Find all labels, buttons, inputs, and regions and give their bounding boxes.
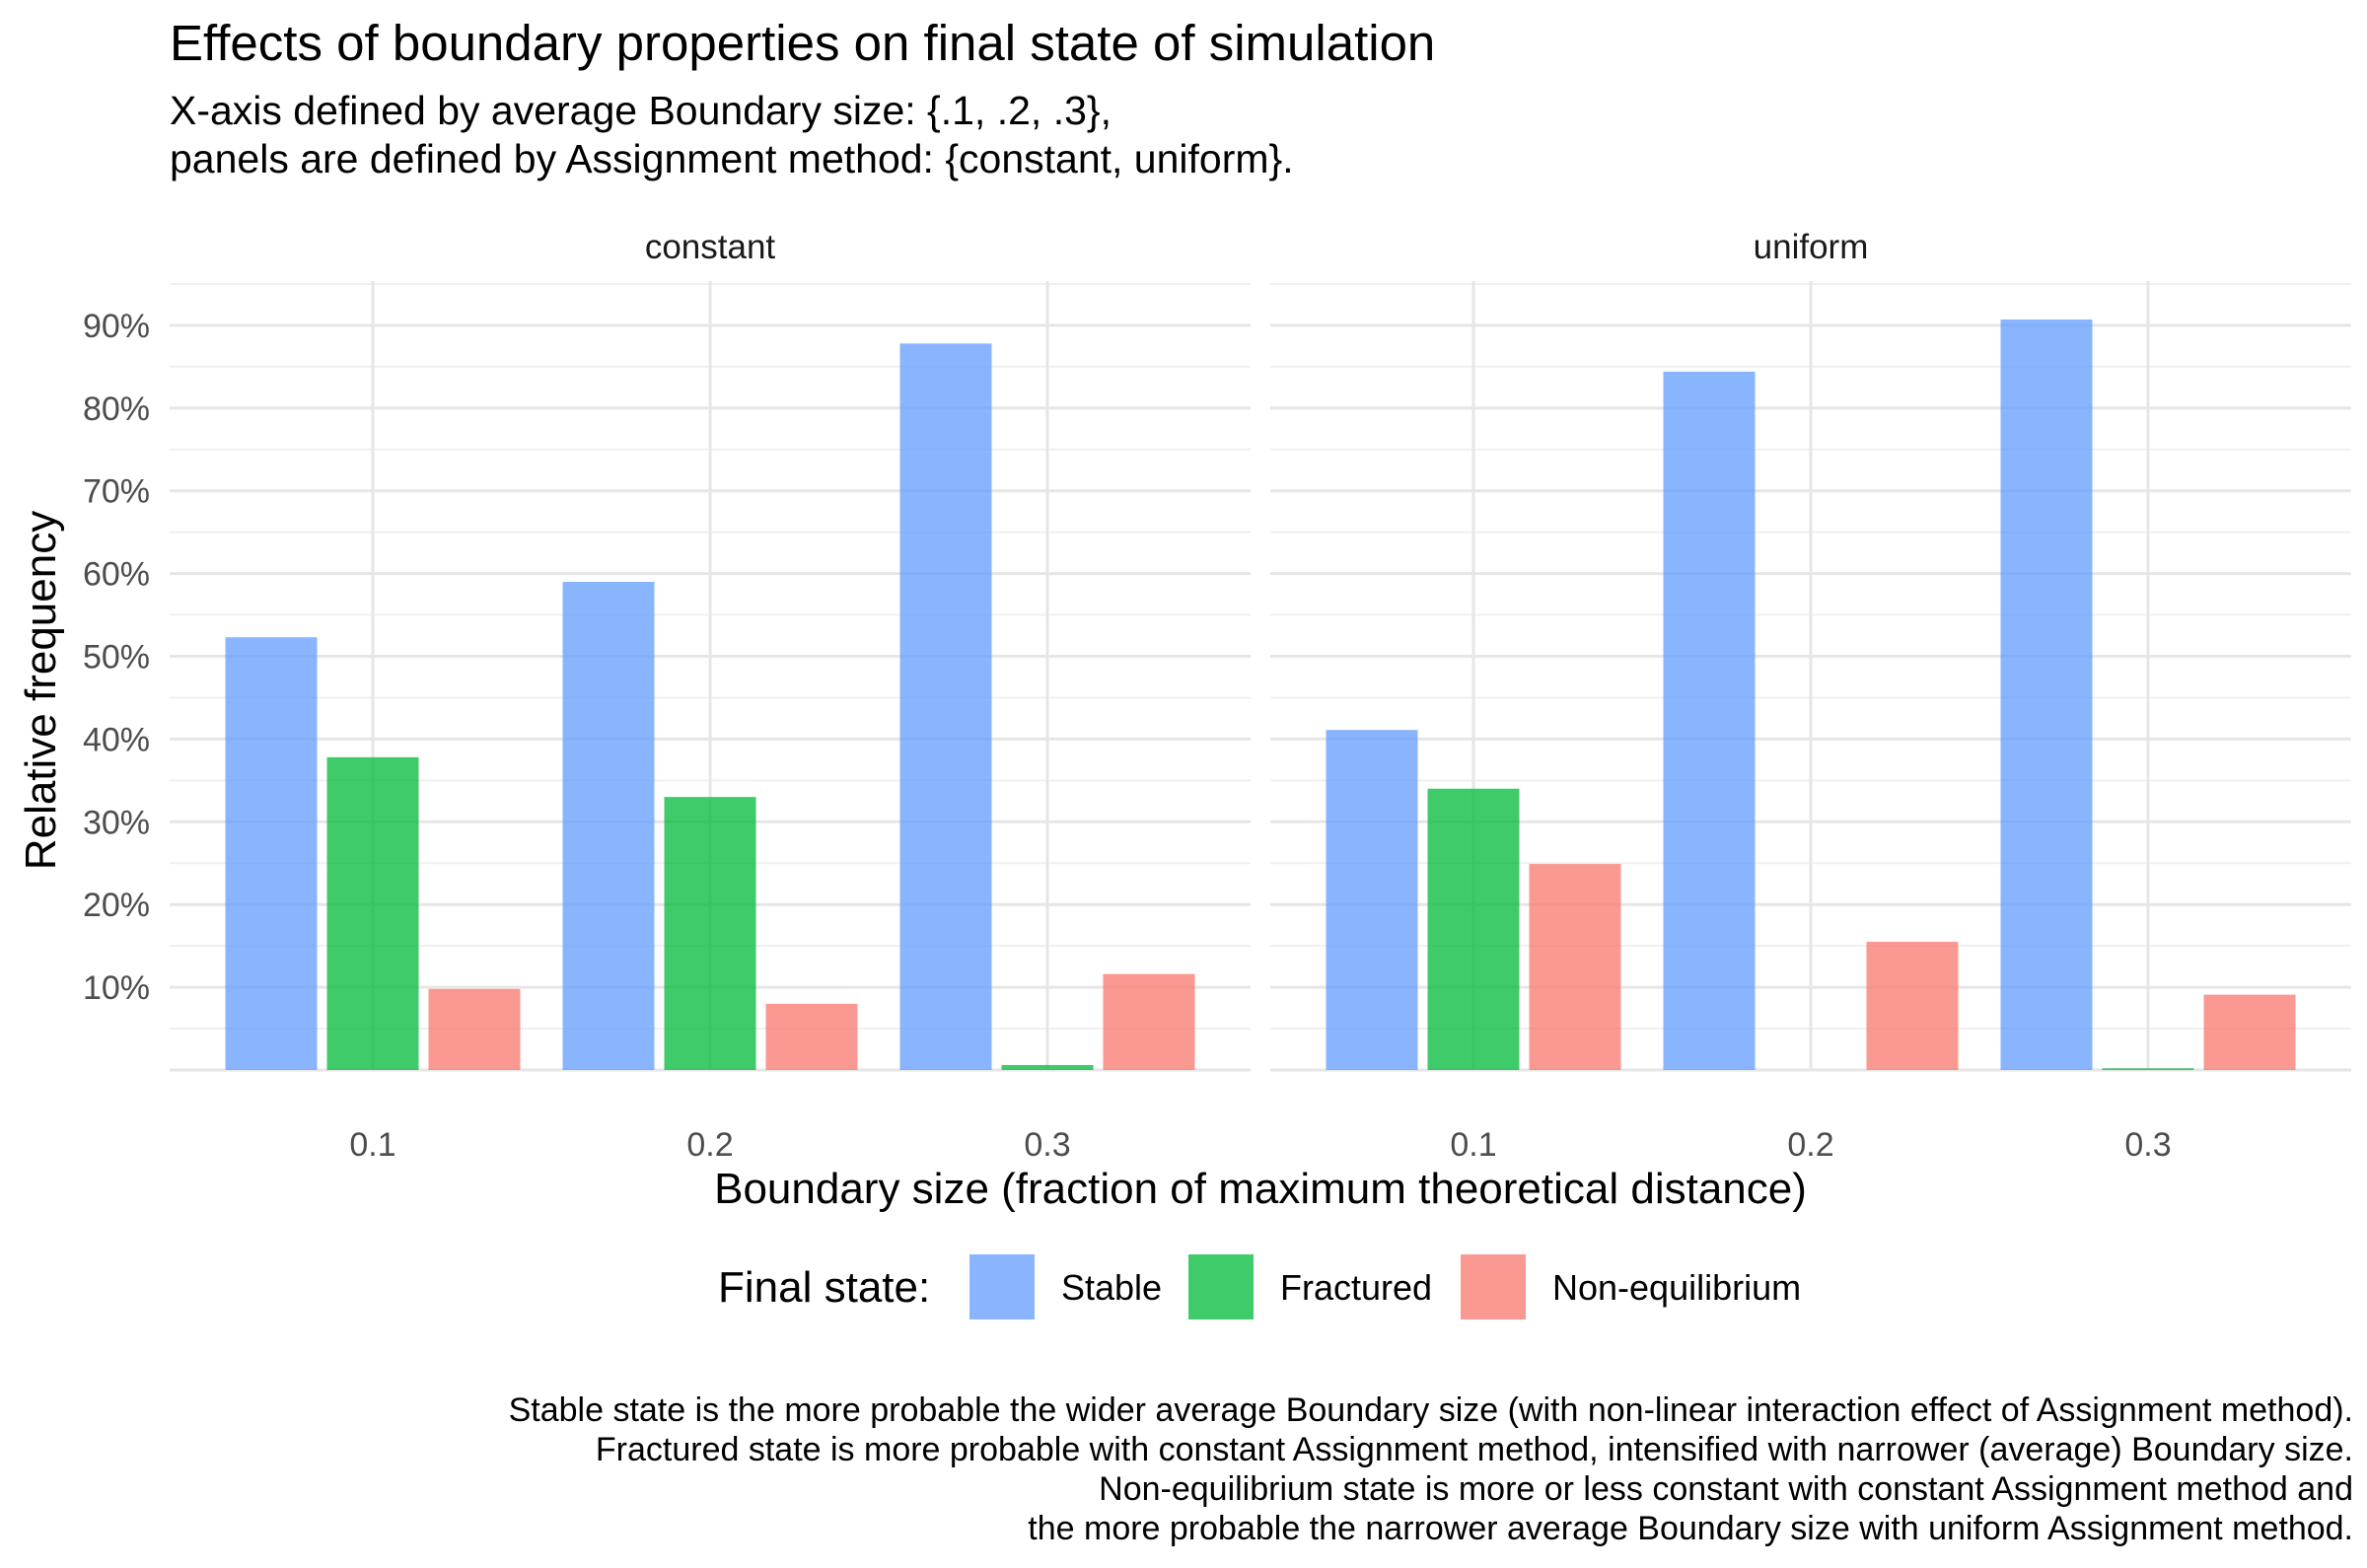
bar-uniform-stable-0.1 (1326, 730, 1418, 1070)
legend-label: Stable (1061, 1267, 1162, 1308)
y-axis-title: Relative frequency (17, 511, 65, 870)
legend-label: Fractured (1280, 1267, 1432, 1308)
chart-title: Effects of boundary properties on final … (170, 15, 1436, 71)
bar-uniform-non-equilibrium-0.2 (1866, 941, 1959, 1070)
x-tick-label: 0.1 (1450, 1126, 1496, 1164)
chart-caption: Stable state is the more probable the wi… (508, 1391, 2353, 1547)
bar-constant-non-equilibrium-0.3 (1103, 973, 1195, 1070)
bar-uniform-non-equilibrium-0.3 (2203, 994, 2296, 1070)
x-tick-label: 0.2 (686, 1126, 733, 1164)
bar-constant-stable-0.1 (225, 637, 318, 1070)
x-tick-label: 0.3 (2124, 1126, 2171, 1164)
y-tick-label: 90% (83, 308, 150, 345)
y-tick-label: 70% (83, 473, 150, 511)
y-tick-label: 30% (83, 804, 150, 841)
bar-constant-stable-0.2 (562, 581, 655, 1070)
legend-swatch-stable (969, 1254, 1035, 1319)
bar-constant-stable-0.3 (899, 343, 992, 1070)
legend-title: Final state: (718, 1263, 930, 1312)
y-tick-label: 50% (83, 639, 150, 677)
y-tick-label: 10% (83, 969, 150, 1007)
y-tick-label: 80% (83, 391, 150, 428)
legend-swatch-non-equilibrium (1461, 1254, 1526, 1319)
bar-constant-non-equilibrium-0.2 (765, 1003, 858, 1070)
x-axis-title: Boundary size (fraction of maximum theor… (714, 1165, 1807, 1213)
y-tick-label: 60% (83, 556, 150, 594)
bar-constant-non-equilibrium-0.1 (428, 988, 521, 1070)
bar-uniform-stable-0.3 (2000, 320, 2093, 1071)
bar-constant-fractured-0.1 (326, 756, 419, 1070)
x-tick-label: 0.3 (1024, 1126, 1070, 1164)
chart-subtitle: X-axis defined by average Boundary size:… (170, 88, 1294, 181)
legend-swatch-fractured (1188, 1254, 1254, 1319)
bar-uniform-stable-0.2 (1663, 371, 1756, 1070)
panel-label: uniform (1754, 228, 1869, 266)
legend-label: Non-equilibrium (1552, 1267, 1801, 1308)
y-tick-label: 20% (83, 887, 150, 924)
x-tick-label: 0.2 (1787, 1126, 1833, 1164)
y-tick-label: 40% (83, 721, 150, 758)
x-tick-label: 0.1 (349, 1126, 395, 1164)
panel-label: constant (645, 228, 776, 266)
bar-uniform-non-equilibrium-0.1 (1529, 864, 1621, 1070)
bar-constant-fractured-0.3 (1001, 1064, 1094, 1070)
faceted-bar-chart: constant 0.1 0.2 0.3 uniform 0.1 0.2 0.3 10% 20% 3… (17, 228, 2351, 1319)
bar-uniform-fractured-0.1 (1427, 788, 1520, 1070)
bar-uniform-fractured-0.3 (2102, 1068, 2194, 1070)
bar-constant-fractured-0.2 (664, 797, 756, 1070)
